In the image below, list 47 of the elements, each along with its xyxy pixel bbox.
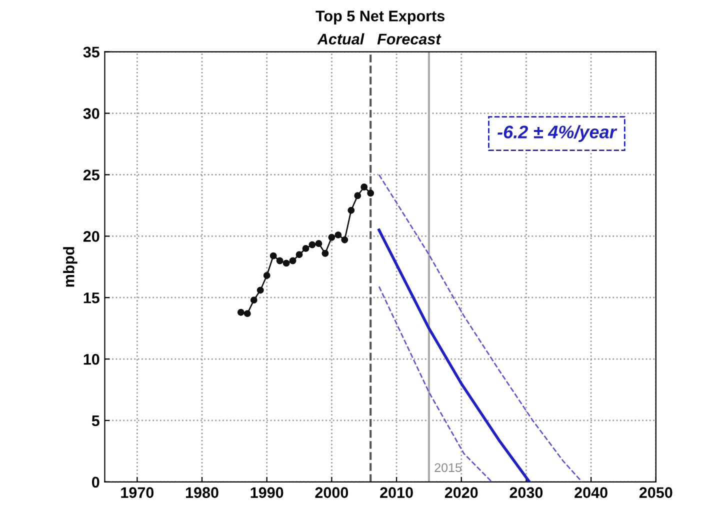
point xyxy=(282,260,290,267)
point xyxy=(289,257,296,264)
point xyxy=(244,310,251,318)
x-tick-label: 2040 xyxy=(574,487,608,498)
ref-line-label: 2015 xyxy=(434,463,462,472)
point xyxy=(237,308,244,316)
y-tick-label: 25 xyxy=(83,170,100,180)
point xyxy=(322,250,329,257)
y-axis-title: mbpd xyxy=(63,247,78,287)
point xyxy=(334,231,342,238)
point xyxy=(328,234,336,241)
point xyxy=(367,190,374,197)
point xyxy=(276,257,284,264)
y-tick-label: 20 xyxy=(83,231,100,242)
y-tick-label: 15 xyxy=(84,292,100,304)
chart-title: Top 5 Net Exports xyxy=(316,10,444,24)
point xyxy=(341,236,348,244)
point xyxy=(354,192,362,200)
line-series xyxy=(378,286,493,482)
text: Actual xyxy=(317,33,364,45)
y-tick-label: 10 xyxy=(84,354,100,365)
point xyxy=(296,251,303,258)
point xyxy=(360,184,368,190)
x-tick-label: 2050 xyxy=(639,487,672,498)
point xyxy=(256,286,264,294)
x-tick-label: 1970 xyxy=(121,487,154,498)
x-tick-label: 2010 xyxy=(380,487,413,498)
annotation: -6.2 ± 4%/year xyxy=(498,125,618,142)
x-tick-label: 1990 xyxy=(250,487,284,498)
point xyxy=(270,252,277,260)
x-tick-label: 1980 xyxy=(186,487,218,498)
point xyxy=(348,206,355,214)
line-series xyxy=(378,174,583,482)
point xyxy=(315,240,322,248)
x-tick-label: 2030 xyxy=(510,487,543,498)
x-tick-label: 2020 xyxy=(444,487,478,498)
y-tick-label: 5 xyxy=(92,416,100,426)
point xyxy=(302,244,310,252)
x-tick-label: 2000 xyxy=(315,487,348,498)
point xyxy=(308,241,316,248)
point xyxy=(250,296,258,304)
y-tick-label: 0 xyxy=(92,476,100,488)
y-tick-label: 35 xyxy=(83,46,100,58)
point xyxy=(263,272,270,279)
text: Forecast xyxy=(377,34,442,45)
line-series xyxy=(378,228,531,482)
y-tick-label: 30 xyxy=(83,108,100,119)
